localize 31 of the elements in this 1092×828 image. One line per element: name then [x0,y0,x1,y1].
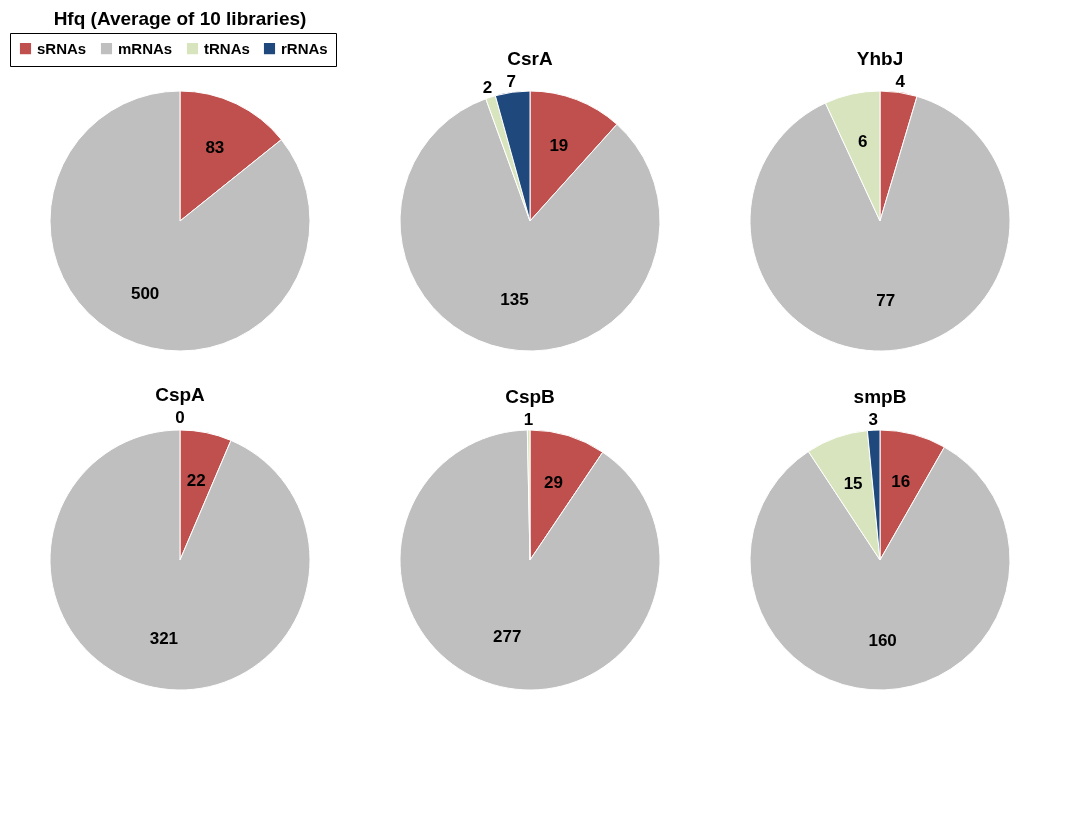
data-label: 135 [500,290,529,310]
legend-label: rRNAs [281,39,328,57]
pie-slice [399,429,661,691]
data-label: 77 [876,291,896,311]
text: 0 [175,408,185,427]
chart-title: CsrA [507,48,553,70]
chart-title: CspA [155,384,206,405]
data-label: 277 [493,627,522,647]
legend-label: mRNAs [118,39,173,57]
pie-slice [49,429,311,691]
data-label: 500 [130,283,160,303]
chart-title: YhbJ [856,48,904,70]
data-label: 19 [549,135,569,155]
data-label: 22 [186,471,206,491]
data-label: 160 [868,630,897,650]
data-label: 16 [891,472,911,492]
legend-label: sRNAs [37,39,87,57]
chart-title: Hfq (Average of 10 libraries) [53,7,307,29]
data-label: 29 [544,472,564,492]
data-label: 3 [868,410,878,430]
data-label: 7 [506,72,516,92]
data-label: 4 [895,72,906,92]
data-label: 2 [482,77,493,97]
data-label: 15 [843,474,863,494]
data-label: 1 [523,410,534,430]
chart-title: CspB [505,386,555,408]
chart-title: smpB [853,386,907,408]
data-label: 6 [857,132,868,152]
data-label: 83 [205,138,225,158]
data-label: 321 [149,628,179,648]
legend-label: tRNAs [204,39,250,57]
